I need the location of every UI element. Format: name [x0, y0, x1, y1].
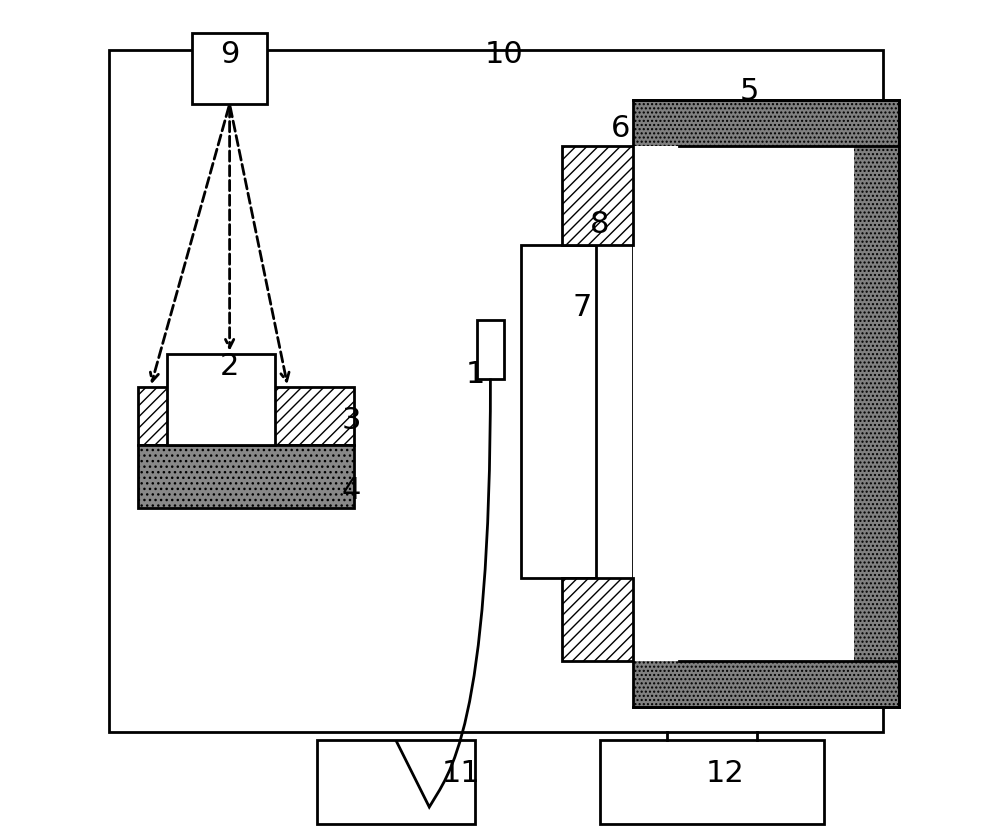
Bar: [138, 387, 354, 445]
Bar: [600, 740, 824, 824]
Text: 9: 9: [220, 40, 239, 68]
Bar: [477, 320, 504, 379]
Text: 12: 12: [705, 760, 744, 788]
Bar: [562, 146, 633, 245]
Text: 7: 7: [572, 294, 592, 322]
Text: 1: 1: [465, 360, 485, 389]
Text: 4: 4: [342, 477, 361, 505]
Text: 3: 3: [342, 406, 361, 434]
Text: 11: 11: [442, 760, 481, 788]
Text: 10: 10: [485, 40, 524, 68]
Bar: [679, 146, 854, 661]
Text: 8: 8: [590, 210, 610, 239]
Bar: [167, 354, 275, 445]
Bar: [521, 245, 596, 578]
Bar: [317, 740, 475, 824]
Bar: [138, 445, 354, 508]
Bar: [109, 50, 883, 732]
Text: 2: 2: [220, 352, 239, 380]
Bar: [562, 578, 633, 661]
Bar: [633, 100, 899, 707]
Bar: [192, 33, 267, 104]
Text: 6: 6: [611, 115, 630, 143]
Bar: [633, 146, 687, 661]
Text: 5: 5: [740, 77, 759, 106]
